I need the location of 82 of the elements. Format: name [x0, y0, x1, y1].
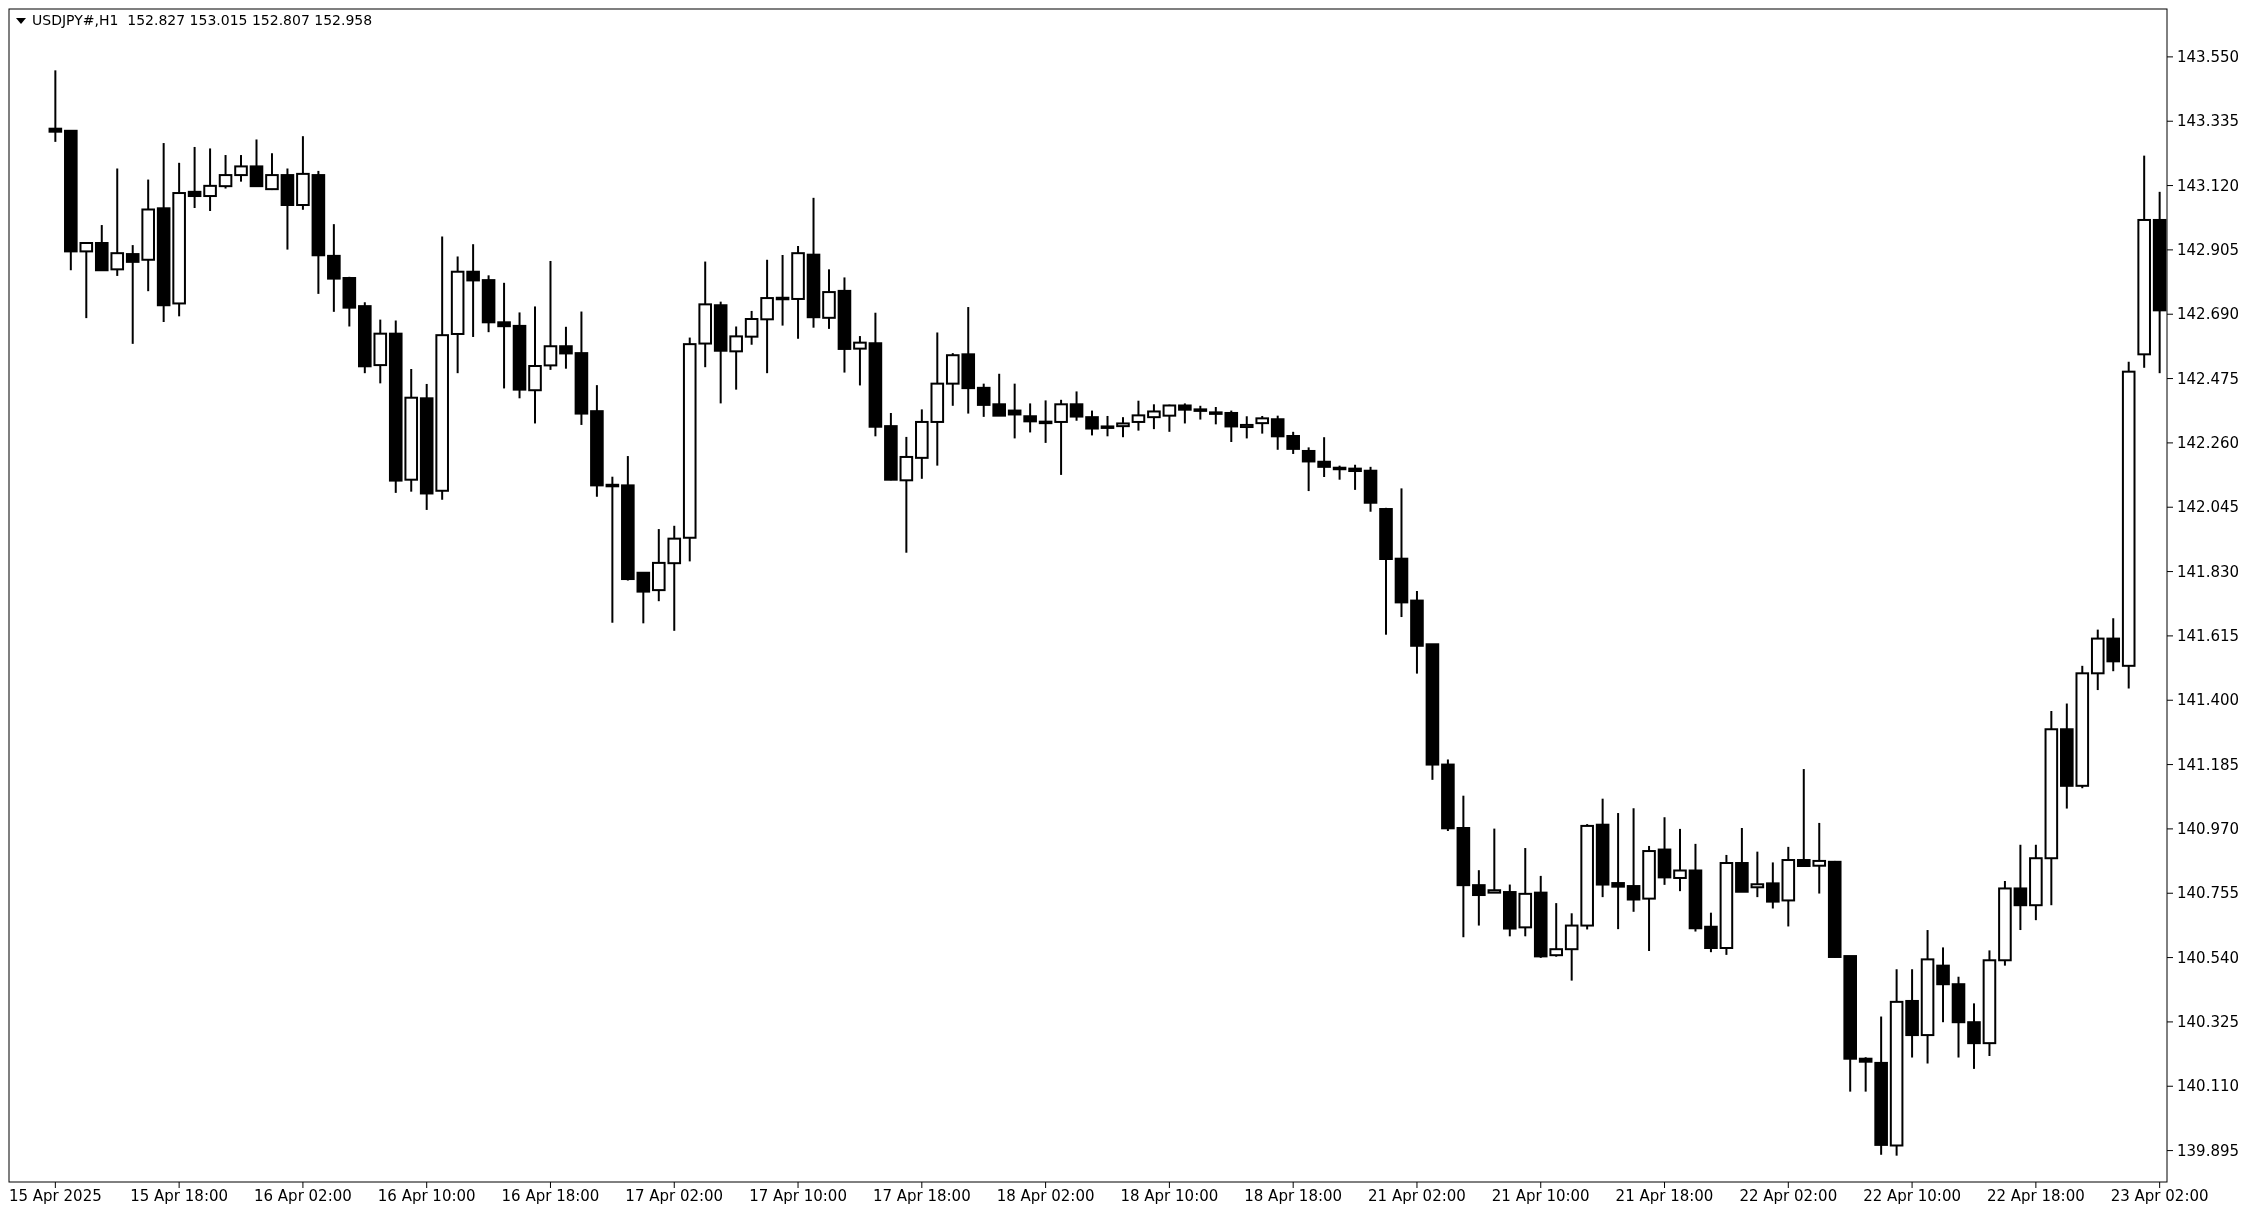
candlestick: [1967, 1002, 1981, 1070]
y-tick-label: 140.755: [2177, 884, 2240, 903]
x-tick-label: 23 Apr 02:00: [2110, 1187, 2209, 1205]
candlestick: [1178, 402, 1192, 425]
y-tick-label: 141.830: [2177, 562, 2240, 581]
y-tick-label: 142.260: [2177, 434, 2240, 453]
candlestick: [1704, 911, 1718, 954]
x-tick-label: 16 Apr 18:00: [501, 1187, 600, 1205]
x-tick-label: 17 Apr 02:00: [625, 1187, 724, 1205]
x-tick-label: 17 Apr 18:00: [872, 1187, 971, 1205]
candlestick: [1116, 416, 1130, 439]
candlestick: [1069, 390, 1084, 422]
x-tick-label: 22 Apr 10:00: [1863, 1187, 1961, 1205]
y-tick-label: 139.895: [2177, 1141, 2240, 1160]
candlestick: [249, 138, 264, 188]
candlestick: [1626, 807, 1641, 913]
candlestick: [1611, 812, 1625, 931]
candlestick: [853, 335, 867, 387]
candlestick: [899, 435, 914, 554]
y-tick-label: 140.970: [2177, 820, 2240, 839]
y-tick-label: 143.335: [2177, 112, 2240, 131]
candlestick: [48, 69, 63, 143]
candlestick: [1085, 409, 1099, 437]
candlestick: [744, 309, 759, 346]
x-tick-label: 21 Apr 10:00: [1491, 1187, 1590, 1205]
y-tick-label: 141.185: [2177, 755, 2240, 774]
x-tick-label: 22 Apr 18:00: [1986, 1187, 2085, 1205]
candlestick: [497, 281, 511, 390]
candlestick: [1100, 414, 1115, 438]
candlestick: [543, 259, 558, 371]
candlestick: [760, 258, 774, 375]
x-tick-label: 15 Apr 2025: [8, 1187, 102, 1205]
candlestick: [1564, 912, 1579, 982]
candlestick: [218, 154, 233, 190]
candlestick: [729, 325, 743, 391]
candlestick: [636, 571, 651, 625]
x-tick-label: 17 Apr 10:00: [749, 1187, 847, 1205]
x-tick-label: 21 Apr 18:00: [1615, 1187, 1714, 1205]
candlestick: [1936, 946, 1950, 1024]
x-tick-label: 16 Apr 10:00: [377, 1187, 476, 1205]
candlestick: [1301, 446, 1316, 493]
y-tick-label: 140.110: [2177, 1077, 2240, 1096]
y-tick-label: 140.540: [2177, 948, 2240, 967]
candlestick: [1131, 399, 1146, 432]
candlestick: [1023, 402, 1037, 434]
candlestick: [1054, 398, 1068, 476]
x-tick-label: 22 Apr 02:00: [1739, 1187, 1838, 1205]
y-tick-label: 143.120: [2177, 176, 2240, 195]
candlestick: [1162, 403, 1177, 433]
candlestick: [559, 325, 573, 370]
candlestick: [1766, 861, 1780, 910]
x-tick-label: 16 Apr 02:00: [254, 1187, 352, 1205]
x-tick-label: 18 Apr 02:00: [996, 1187, 1095, 1205]
candlestick: [1487, 827, 1502, 894]
y-tick-label: 142.045: [2177, 498, 2240, 517]
x-tick-label: 21 Apr 02:00: [1368, 1187, 1466, 1205]
chart-title: USDJPY#,H1 152.827 153.015 152.807 152.958: [32, 12, 373, 28]
x-tick-label: 18 Apr 10:00: [1120, 1187, 1219, 1205]
candlestick: [1472, 869, 1486, 927]
candlestick: [2013, 843, 2028, 932]
y-tick-label: 141.615: [2177, 627, 2240, 646]
y-tick-label: 142.690: [2177, 305, 2240, 324]
candlestick: [1858, 1056, 1873, 1093]
x-tick-label: 18 Apr 18:00: [1244, 1187, 1343, 1205]
candlestick: [1750, 850, 1765, 899]
candlestick: [203, 147, 217, 212]
candlestick: [466, 243, 480, 338]
y-tick-label: 140.325: [2177, 1013, 2240, 1032]
candlestick: [1348, 463, 1362, 491]
x-tick-label: 15 Apr 18:00: [130, 1187, 229, 1205]
y-tick-label: 141.400: [2177, 691, 2240, 710]
candlestick: [327, 223, 341, 313]
candlestick: [187, 145, 202, 209]
y-tick-label: 143.550: [2177, 48, 2240, 67]
y-tick-label: 142.905: [2177, 241, 2240, 260]
candlestick: [1239, 415, 1254, 440]
candlestick: [1317, 436, 1331, 479]
candlestick: [234, 154, 248, 183]
candlestick: [265, 152, 279, 192]
y-tick-label: 142.475: [2177, 369, 2240, 388]
candlestick: [1673, 827, 1687, 893]
candlestick: [1147, 403, 1161, 431]
